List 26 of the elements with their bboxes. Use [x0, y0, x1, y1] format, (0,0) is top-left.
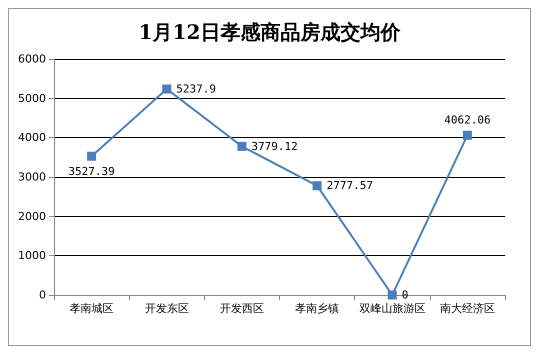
x-tick-label: 开发东区	[144, 302, 189, 315]
y-tick-label: 0	[39, 288, 46, 302]
point	[388, 290, 397, 300]
y-tick-label: 4000	[18, 131, 46, 144]
data-label: 0	[402, 288, 408, 302]
x-tick-label: 孝南乡镇	[295, 302, 340, 315]
x-tick-label: 双峰山旅游区	[359, 302, 426, 315]
x-tick-label: 南大经济区	[440, 302, 495, 315]
point	[237, 142, 246, 151]
x-tick-label: 孝南城区	[70, 302, 114, 315]
point	[87, 152, 96, 161]
data-label: 5237.9	[176, 82, 216, 96]
data-label: 2777.57	[326, 179, 373, 192]
y-tick-label: 3000	[18, 170, 46, 184]
data-label: 3779.12	[251, 140, 298, 153]
y-tick-label: 2000	[18, 210, 46, 223]
point	[462, 130, 472, 140]
data-label: 3527.39	[68, 164, 115, 178]
point	[162, 84, 172, 94]
data-label: 4062.06	[444, 114, 491, 127]
y-tick-label: 1000	[18, 249, 46, 262]
point	[312, 181, 322, 190]
y-tick-label: 5000	[18, 92, 46, 105]
chart-title: 1月12日孝感商品房成交均价	[138, 20, 402, 44]
x-tick-label: 开发西区	[220, 302, 264, 315]
y-tick-label: 6000	[18, 52, 46, 66]
